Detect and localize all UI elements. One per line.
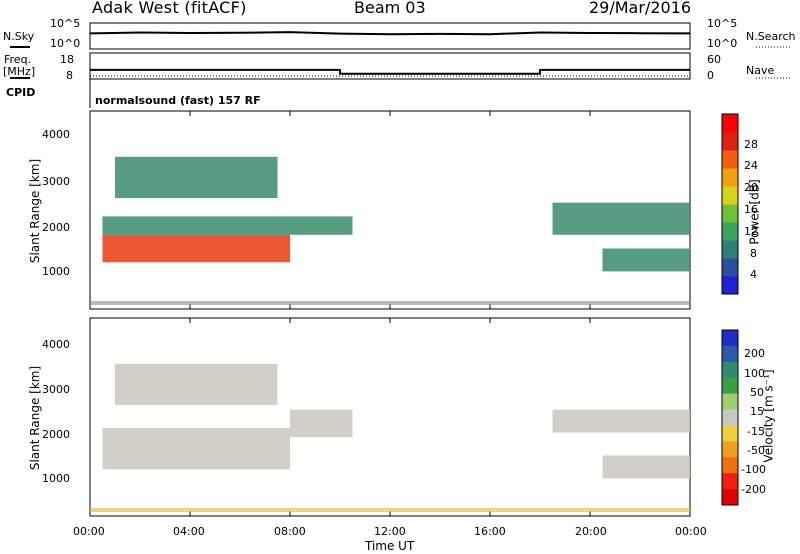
freq-tick-low: 8: [66, 69, 73, 82]
vel-cb-tick-4: -15: [747, 425, 765, 438]
power-band: [602, 248, 690, 272]
power-cb-swatch: [722, 204, 738, 223]
velocity-band: [115, 363, 278, 406]
power-ytick-1000: 1000: [42, 265, 70, 278]
velocity-band: [290, 409, 353, 438]
power-cb-tick-2: 20: [744, 181, 758, 194]
velocity-cb-swatch: [722, 425, 738, 442]
velocity-cb-swatch: [722, 457, 738, 474]
nsearch-label: N.Search: [746, 30, 796, 43]
vel-ytick-1000: 1000: [42, 472, 70, 485]
velocity-colorbar: [721, 329, 739, 506]
power-band: [552, 202, 690, 235]
velocity-cb-swatch: [722, 473, 738, 490]
velocity-cb-border: [721, 329, 739, 506]
xtick-4: 16:00: [474, 525, 506, 538]
vel-ytick-3000: 3000: [42, 383, 70, 396]
power-cb-tick-1: 24: [744, 159, 758, 172]
freq-label: Freq.: [4, 53, 32, 66]
vel-ytick-4000: 4000: [42, 338, 70, 351]
nsky-tick-low: 10^0: [50, 37, 81, 50]
nave-tick-high: 60: [707, 53, 721, 66]
beam-title: Beam 03: [354, 0, 426, 17]
velocity-cb-swatch: [722, 361, 738, 379]
vel-ytick-2000: 2000: [42, 428, 70, 441]
velocity-cb-swatch: [722, 409, 738, 426]
velocity-cb-swatch: [722, 489, 738, 506]
power-cb-swatch: [722, 132, 738, 151]
velocity-cb-swatch: [722, 393, 738, 411]
vel-cb-tick-3: 15: [750, 405, 764, 418]
near-range-scatter: [90, 508, 690, 512]
vel-cb-tick-1: 100: [744, 367, 765, 380]
nsearch-tick-low: 10^0: [707, 37, 738, 50]
velocity-cb-swatch: [722, 441, 738, 458]
nsearch-tick-high: 10^5: [707, 17, 738, 30]
power-band: [102, 216, 353, 235]
power-cb-swatch: [722, 186, 738, 205]
xtick-6: 00:00: [675, 525, 707, 538]
freq-frame: [89, 52, 691, 80]
power-band: [115, 156, 278, 199]
freq-unit-label: [MHz]: [3, 65, 36, 78]
velocity-band: [102, 428, 290, 470]
vel-cb-tick-7: -200: [741, 483, 766, 496]
power-cb-border: [721, 113, 739, 295]
power-cb-swatch: [722, 168, 738, 187]
nsky-line: [89, 31, 691, 36]
power-band: [102, 234, 290, 263]
vel-cb-tick-6: -100: [741, 463, 766, 476]
velocity-cb-swatch: [722, 330, 738, 347]
cpid-label: CPID: [6, 86, 36, 99]
power-cb-swatch: [722, 276, 738, 295]
vel-cb-tick-2: 50: [750, 386, 764, 399]
power-cb-tick-0: 28: [744, 138, 758, 151]
nsky-tick-high: 10^5: [50, 17, 81, 30]
velocity-band: [602, 455, 690, 479]
power-cb-swatch: [722, 114, 738, 133]
vel-cb-tick-0: 200: [744, 347, 765, 360]
power-cb-swatch: [722, 150, 738, 169]
nsky-label: N.Sky: [3, 30, 35, 43]
power-cb-swatch: [722, 240, 738, 259]
nsky-frame: [89, 22, 691, 50]
data-marks: [89, 31, 691, 512]
power-ytick-2000: 2000: [42, 221, 70, 234]
date-title: 29/Mar/2016: [589, 0, 692, 17]
velocity-cb-swatch: [722, 345, 738, 363]
nave-tick-low: 0: [707, 69, 714, 82]
freq-tick-high: 18: [60, 53, 74, 66]
vel-cb-tick-5: -50: [747, 444, 765, 457]
power-cb-tick-3: 16: [744, 203, 758, 216]
xtick-0: 00:00: [73, 525, 105, 538]
power-cb-tick-5: 8: [750, 247, 757, 260]
power-ytick-3000: 3000: [42, 175, 70, 188]
freq-line: [90, 68, 690, 75]
xtick-1: 04:00: [173, 525, 205, 538]
xtick-3: 12:00: [374, 525, 406, 538]
near-range-scatter: [90, 301, 690, 305]
nave-label: Nave: [746, 64, 775, 77]
x-axis-label: Time UT: [365, 539, 415, 553]
velocity-cb-swatch: [722, 377, 738, 395]
xtick-2: 08:00: [274, 525, 306, 538]
power-cb-swatch: [722, 222, 738, 241]
power-cb-tick-4: 12: [744, 225, 758, 238]
cpid-text: normalsound (fast) 157 RF: [95, 94, 261, 107]
power-ytick-4000: 4000: [42, 128, 70, 141]
power-cb-tick-6: 4: [750, 268, 757, 281]
xtick-5: 20:00: [575, 525, 607, 538]
power-cb-swatch: [722, 258, 738, 277]
power-colorbar: [721, 113, 739, 295]
site-title: Adak West (fitACF): [92, 0, 247, 17]
velocity-band: [552, 409, 690, 433]
